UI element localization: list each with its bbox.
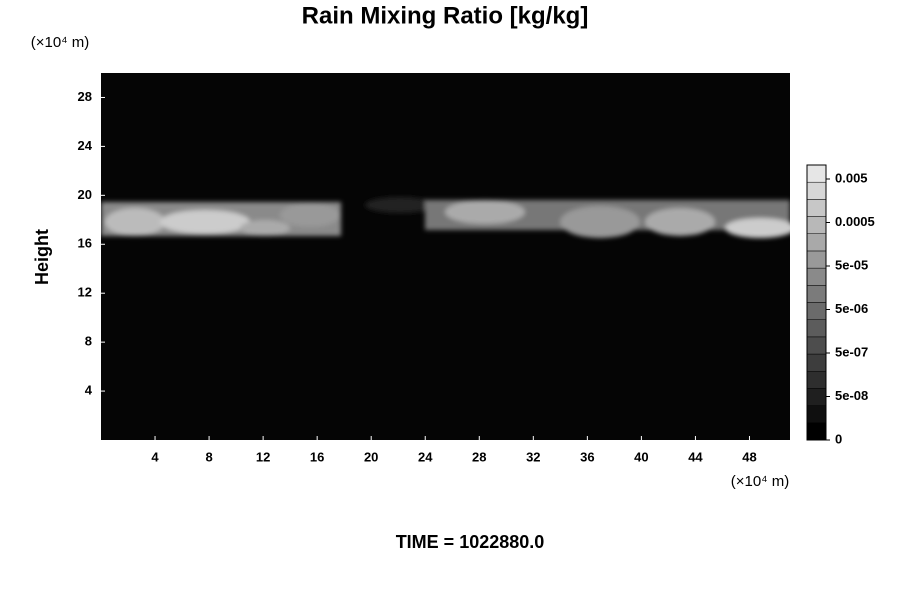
colorbar-tick-label: 0.005	[835, 170, 868, 185]
field	[725, 218, 790, 238]
x-tick-label: 44	[688, 449, 703, 464]
field	[105, 208, 165, 236]
colorbar-level	[806, 319, 827, 338]
colorbar-level	[806, 388, 827, 406]
colorbar-level	[806, 302, 827, 320]
colorbar-level	[806, 371, 827, 389]
colorbar-level	[806, 181, 827, 200]
x-tick-label: 8	[205, 449, 212, 464]
x-tick-label: 28	[472, 449, 486, 464]
field	[445, 200, 525, 224]
colorbar-tick-label: 5e-07	[835, 344, 868, 359]
y-tick-label: 28	[78, 89, 92, 104]
colorbar	[806, 164, 827, 441]
colorbar-level	[806, 422, 827, 441]
colorbar-level	[806, 405, 827, 424]
x-tick-label: 20	[364, 449, 378, 464]
field	[280, 203, 340, 227]
time-label: TIME = 1022880.0	[396, 532, 545, 552]
colorbar-tick-label: 5e-08	[835, 388, 868, 403]
colorbar-level	[806, 233, 827, 252]
colorbar-level	[806, 164, 827, 183]
x-unit: (×10⁴ m)	[731, 473, 790, 490]
x-tick-label: 40	[634, 449, 648, 464]
colorbar-level	[806, 199, 827, 217]
field	[160, 210, 250, 234]
colorbar-tick-label: 0	[835, 431, 842, 446]
colorbar-frame	[806, 164, 827, 441]
plot-area	[101, 73, 790, 440]
field	[560, 206, 640, 238]
x-tick-label: 4	[151, 449, 159, 464]
field	[645, 208, 715, 236]
x-tick-label: 36	[580, 449, 594, 464]
colorbar-tick-label: 5e-05	[835, 257, 868, 272]
x-tick-label: 48	[742, 449, 756, 464]
colorbar-level	[806, 250, 827, 269]
x-tick-label: 16	[310, 449, 324, 464]
x-tick-label: 24	[418, 449, 433, 464]
y-tick-label: 24	[78, 138, 93, 153]
colorbar-level	[806, 267, 827, 286]
rain-field	[101, 197, 790, 238]
x-tick-label: 12	[256, 449, 270, 464]
y-tick-label: 16	[78, 236, 92, 251]
colorbar-tick-label: 0.0005	[835, 214, 875, 229]
x-tick-label: 32	[526, 449, 540, 464]
y-unit: (×10⁴ m)	[31, 34, 90, 51]
field	[240, 220, 290, 236]
colorbar-level	[806, 216, 827, 234]
field	[365, 197, 435, 213]
colorbar-level	[806, 336, 827, 355]
y-axis-label: Height	[32, 229, 52, 285]
y-tick-label: 8	[85, 334, 92, 349]
y-tick-label: 4	[85, 383, 93, 398]
y-tick-label: 12	[78, 285, 92, 300]
colorbar-level	[806, 353, 827, 372]
colorbar-level	[806, 285, 827, 303]
colorbar-tick-label: 5e-06	[835, 301, 868, 316]
y-tick-label: 20	[78, 187, 92, 202]
chart-title: Rain Mixing Ratio [kg/kg]	[302, 2, 589, 29]
